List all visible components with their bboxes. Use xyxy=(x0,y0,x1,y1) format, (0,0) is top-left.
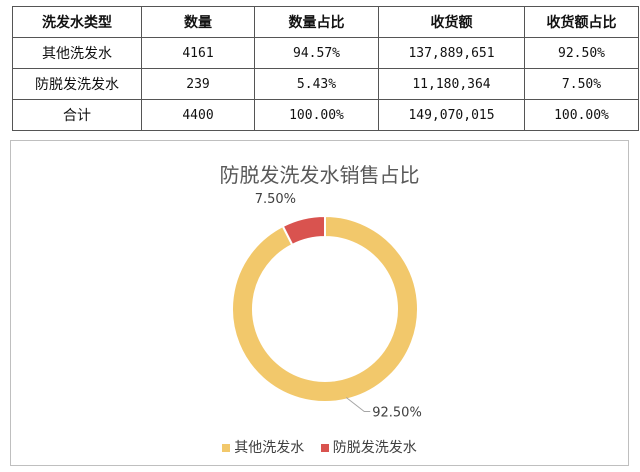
table-cell: 7.50% xyxy=(524,68,639,100)
donut-slice-0 xyxy=(231,214,419,403)
table-row: 其他洗发水 4161 94.57% 137,889,651 92.50% xyxy=(12,37,639,69)
table-cell: 149,070,015 xyxy=(378,99,525,131)
table-cell: 5.43% xyxy=(254,68,379,100)
leader-line xyxy=(345,397,371,412)
legend-item: 其他洗发水 xyxy=(222,437,304,457)
table-cell: 137,889,651 xyxy=(378,37,525,69)
table-row: 合计 4400 100.00% 149,070,015 100.00% xyxy=(12,99,639,131)
header-cell: 数量占比 xyxy=(254,6,379,38)
header-cell: 收货额占比 xyxy=(524,6,639,38)
table-cell: 其他洗发水 xyxy=(12,37,142,69)
donut-chart: 92.50% 7.50% xyxy=(231,192,422,420)
legend-swatch-icon xyxy=(222,444,231,452)
table-cell: 100.00% xyxy=(524,99,639,131)
table-cell: 94.57% xyxy=(254,37,379,69)
chart-title: 防脱发洗发水销售占比 xyxy=(219,163,420,187)
data-label-other: 92.50% xyxy=(372,405,422,420)
table-cell: 100.00% xyxy=(254,99,379,131)
header-cell: 收货额 xyxy=(378,6,525,38)
table-cell: 4400 xyxy=(141,99,255,131)
legend-label: 防脱发洗发水 xyxy=(332,440,417,456)
table-cell: 11,180,364 xyxy=(378,68,525,100)
table-cell: 合计 xyxy=(12,99,142,131)
table-cell: 防脱发洗发水 xyxy=(12,68,142,100)
sales-table: 洗发水类型 数量 数量占比 收货额 收货额占比 其他洗发水 4161 94.57… xyxy=(12,6,639,131)
donut-slice-1 xyxy=(281,214,326,247)
table-cell: 239 xyxy=(141,68,255,100)
table-cell: 4161 xyxy=(141,37,255,69)
legend-swatch-icon xyxy=(320,444,329,452)
legend-label: 其他洗发水 xyxy=(234,440,305,456)
header-cell: 数量 xyxy=(141,6,255,38)
chart-container: 防脱发洗发水销售占比 92.50% 7.50% 其他洗发水 防脱发洗发水 xyxy=(10,140,629,466)
legend-item: 防脱发洗发水 xyxy=(320,437,417,457)
table-cell: 92.50% xyxy=(524,37,639,69)
table-row: 防脱发洗发水 239 5.43% 11,180,364 7.50% xyxy=(12,68,639,100)
header-cell: 洗发水类型 xyxy=(12,6,142,38)
chart-legend: 其他洗发水 防脱发洗发水 xyxy=(11,437,628,457)
data-label-anti-hair-loss: 7.50% xyxy=(255,192,296,207)
table-header-row: 洗发水类型 数量 数量占比 收货额 收货额占比 xyxy=(12,6,639,38)
